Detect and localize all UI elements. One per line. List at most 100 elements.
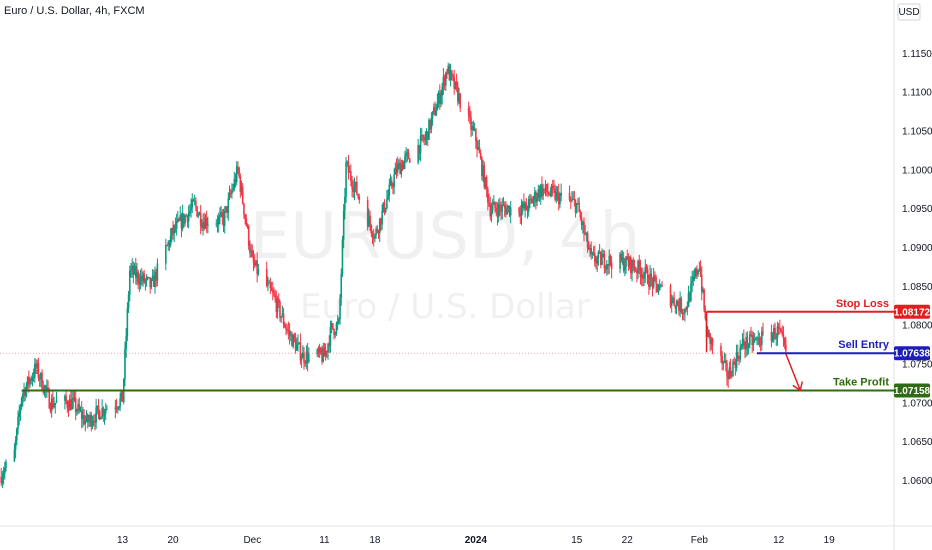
candle-body: [2, 473, 5, 478]
candle-body: [386, 198, 388, 208]
candle-body: [384, 207, 387, 213]
candle-body: [681, 312, 684, 314]
candle-body: [268, 282, 270, 284]
candle-body: [481, 158, 483, 177]
candle-body: [187, 212, 190, 222]
sell-entry-price-badge: [894, 346, 930, 361]
candle-body: [277, 298, 280, 303]
candle-body: [323, 347, 326, 357]
candle-body: [475, 129, 477, 141]
candle-body: [102, 408, 105, 416]
candle-body: [329, 326, 332, 347]
candle-body: [773, 327, 775, 335]
candle-body: [691, 279, 693, 284]
candle-body: [749, 334, 751, 345]
candle-body: [424, 137, 427, 141]
candle-body: [377, 231, 380, 234]
candle-body: [104, 409, 107, 414]
y-tick-label: 1.11500: [902, 49, 932, 60]
candle-body: [483, 165, 486, 188]
candle-body: [478, 146, 481, 154]
candle-body: [49, 408, 52, 412]
candle-body: [76, 411, 78, 413]
candle-body: [733, 361, 735, 363]
candle-body: [496, 211, 499, 217]
candle-body: [747, 344, 750, 348]
candle-body: [291, 334, 293, 347]
x-tick-label: Feb: [691, 535, 709, 546]
candle-body: [678, 305, 680, 311]
candle-body: [396, 164, 399, 173]
candle-body: [328, 343, 331, 347]
candle-body: [637, 260, 639, 274]
candle-body: [447, 65, 450, 74]
candle-body: [177, 218, 179, 222]
candle-body: [330, 323, 333, 327]
candle-body: [557, 191, 560, 205]
candle-body: [770, 332, 773, 342]
candle-body: [580, 217, 583, 226]
candle-body: [596, 258, 599, 264]
candle-body: [724, 360, 727, 363]
candle-body: [408, 159, 411, 163]
candle-body: [199, 212, 202, 227]
candle-body: [688, 292, 691, 301]
watermark-symbol: EURUSD, 4h: [250, 200, 640, 274]
candle-body: [80, 410, 83, 419]
candle-body: [467, 107, 470, 114]
candle-body: [23, 389, 25, 394]
candle-body: [231, 190, 233, 194]
candle-body: [383, 202, 386, 213]
stop-loss-label: Stop Loss: [836, 298, 889, 310]
candle-body: [518, 207, 520, 214]
x-tick-label: 19: [824, 535, 836, 546]
candle-body: [167, 242, 170, 246]
candle-body: [275, 298, 278, 312]
candle-body: [586, 233, 589, 248]
candle-body: [237, 166, 239, 169]
candle-body: [154, 271, 156, 287]
candle-body: [776, 326, 779, 338]
candle-body: [339, 297, 341, 319]
candle-body: [497, 203, 500, 217]
candle-body: [382, 202, 385, 211]
candle-body: [148, 277, 150, 279]
candle-body: [67, 407, 70, 411]
candle-body: [185, 215, 188, 217]
candle-body: [114, 407, 117, 410]
candle-body: [115, 407, 118, 409]
candle-body: [124, 348, 126, 380]
candle-body: [422, 135, 424, 140]
candle-body: [642, 274, 644, 279]
candle-body: [155, 271, 158, 281]
candle-body: [204, 217, 207, 229]
candle-body: [289, 334, 292, 336]
candle-body: [354, 182, 357, 186]
candle-body: [602, 254, 605, 257]
candle-body: [430, 117, 433, 130]
candle-body: [657, 290, 660, 293]
candle-body: [38, 377, 41, 380]
candle-body: [520, 207, 523, 217]
candle-body: [398, 162, 400, 165]
currency-label: USD: [898, 7, 919, 18]
candle-body: [79, 410, 82, 412]
candle-body: [690, 283, 692, 301]
candle-body: [175, 221, 178, 229]
candle-body: [458, 93, 460, 102]
candle-body: [151, 275, 154, 280]
candle-body: [507, 205, 510, 209]
candle-body: [547, 191, 549, 194]
candle-body: [453, 77, 456, 89]
candle-body: [270, 288, 273, 291]
candle-body: [131, 265, 133, 269]
candle-body: [494, 201, 496, 209]
candle-body: [407, 152, 410, 160]
currency-box[interactable]: [897, 3, 921, 21]
watermark-description: Euro / U.S. Dollar: [300, 287, 590, 327]
candle-body: [544, 184, 547, 190]
candlestick-series: [0, 62, 787, 489]
y-tick-label: 1.07000: [902, 398, 932, 409]
candle-body: [643, 274, 645, 279]
